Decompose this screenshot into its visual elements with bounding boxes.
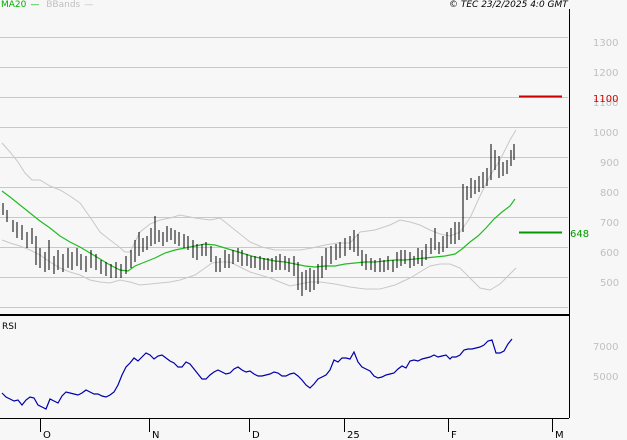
svg-text:900: 900 xyxy=(600,158,619,169)
svg-text:7000: 7000 xyxy=(593,342,618,353)
copyright-timestamp: © TEC 23/2/2025 4:0 GMT xyxy=(449,0,568,10)
svg-text:N: N xyxy=(152,430,159,440)
rsi-line xyxy=(1,338,513,410)
price-grid xyxy=(0,37,568,308)
bband-upper xyxy=(1,129,517,253)
x-axis-labels: O N D 25 F M xyxy=(43,430,564,440)
ma20-line xyxy=(1,190,516,272)
svg-text:1300: 1300 xyxy=(593,38,618,49)
chart-legend: MA20— BBands — xyxy=(1,0,97,10)
y-axis-labels: 1300 1200 1100 1000 900 800 700 600 500 … xyxy=(593,38,619,383)
price-bars xyxy=(2,144,515,296)
svg-text:O: O xyxy=(43,430,51,440)
support-label: 648 xyxy=(570,229,589,240)
svg-text:1000: 1000 xyxy=(593,128,618,139)
resistance-label: 1100 xyxy=(593,94,618,105)
svg-text:500: 500 xyxy=(600,278,619,289)
x-axis-ticks xyxy=(40,418,553,432)
svg-text:800: 800 xyxy=(600,188,619,199)
svg-text:1100: 1100 xyxy=(593,98,618,109)
svg-text:1200: 1200 xyxy=(593,68,618,79)
bband-lower xyxy=(1,239,517,291)
svg-text:700: 700 xyxy=(600,218,619,229)
svg-text:F: F xyxy=(451,430,457,440)
svg-text:M: M xyxy=(555,430,564,440)
legend-bbands: BBands xyxy=(46,0,81,10)
svg-text:5000: 5000 xyxy=(593,372,618,383)
svg-text:600: 600 xyxy=(600,248,619,259)
legend-bbands-swatch: — xyxy=(84,0,94,10)
svg-text:D: D xyxy=(252,430,260,440)
rsi-panel-label: RSI xyxy=(2,322,17,332)
svg-text:25: 25 xyxy=(347,430,360,440)
legend-ma20: MA20 xyxy=(1,0,27,10)
legend-ma20-swatch: — xyxy=(30,0,40,10)
